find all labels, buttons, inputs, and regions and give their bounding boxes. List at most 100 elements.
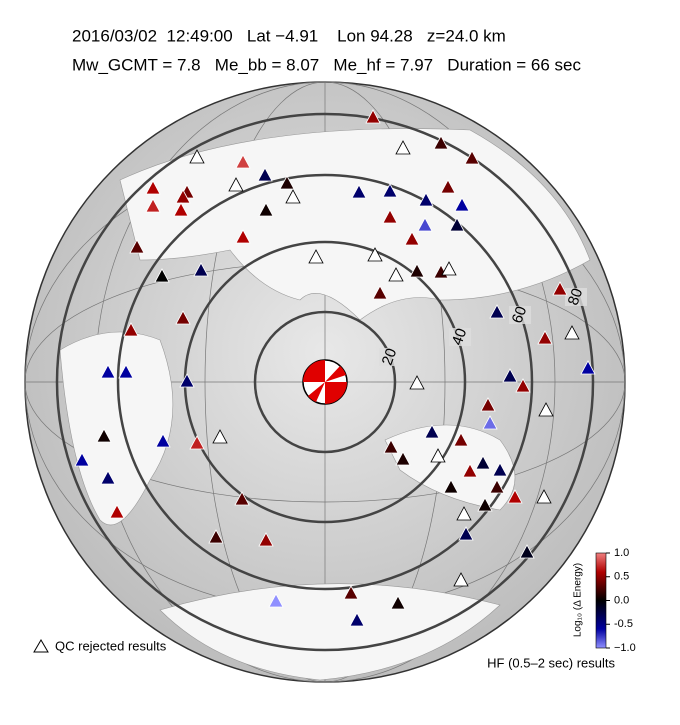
station <box>258 202 274 217</box>
station <box>208 529 224 544</box>
station <box>268 593 284 608</box>
station <box>409 263 425 278</box>
station <box>189 149 205 164</box>
legend-symbol <box>33 639 49 653</box>
station <box>454 197 470 212</box>
station <box>228 177 244 192</box>
ring-label-bg <box>379 348 401 366</box>
station <box>279 175 295 190</box>
station <box>477 497 493 512</box>
ring-label-bg <box>565 288 587 306</box>
station <box>257 167 273 182</box>
station <box>179 373 195 388</box>
station <box>388 267 404 282</box>
station <box>193 262 209 277</box>
station <box>145 198 161 213</box>
station <box>382 183 398 198</box>
station <box>96 428 112 443</box>
station <box>580 360 596 375</box>
station <box>441 261 457 276</box>
station <box>475 455 491 470</box>
station <box>349 612 365 627</box>
station <box>404 231 420 246</box>
station <box>492 462 508 477</box>
station <box>515 378 531 393</box>
colorbar <box>595 552 607 649</box>
station <box>372 285 388 300</box>
station <box>118 364 134 379</box>
station <box>430 448 446 463</box>
ring-label: 60 <box>509 304 531 325</box>
station <box>235 229 251 244</box>
station <box>449 217 465 232</box>
station <box>382 209 398 224</box>
station <box>464 150 480 165</box>
station <box>453 432 469 447</box>
ring-label: 40 <box>449 326 471 347</box>
station <box>365 109 381 124</box>
station <box>74 452 90 467</box>
station <box>424 424 440 439</box>
station <box>123 322 139 337</box>
station <box>100 470 116 485</box>
header-line: Mw_GCMT = 7.8 Me_bb = 8.07 Me_hf = 7.97 … <box>72 55 582 74</box>
station <box>489 304 505 319</box>
colorbar-tick-label: 1.0 <box>614 547 629 559</box>
colorbar-tick-label: −1.0 <box>614 642 636 654</box>
colorbar-tick-label: 0.0 <box>614 594 629 606</box>
station <box>351 184 367 199</box>
colorbar-tick-label: -0.5 <box>614 618 633 630</box>
station <box>390 595 406 610</box>
station <box>417 217 433 232</box>
station <box>173 202 189 217</box>
colorbar-tick-label: 0.5 <box>614 571 629 583</box>
station <box>537 330 553 345</box>
station <box>453 572 469 587</box>
station <box>343 585 359 600</box>
station <box>308 249 324 264</box>
station <box>482 415 498 430</box>
station <box>175 189 191 204</box>
station <box>155 433 171 448</box>
station <box>100 364 116 379</box>
colorbar-label: Log₁₀ (Δ Energy) <box>573 563 584 637</box>
legend-text: QC rejected results <box>55 638 167 653</box>
station <box>489 479 505 494</box>
ring-label-bg <box>449 328 471 346</box>
station <box>507 489 523 504</box>
station <box>552 281 568 296</box>
ring-label-bg <box>509 306 531 324</box>
station <box>189 435 205 450</box>
station <box>409 375 425 390</box>
station <box>395 451 411 466</box>
station <box>109 504 125 519</box>
station <box>212 429 228 444</box>
land <box>59 128 591 681</box>
station <box>462 463 478 478</box>
station <box>456 506 472 521</box>
distance-ring <box>253 310 397 454</box>
station <box>443 479 459 494</box>
ring-label: 80 <box>565 286 587 307</box>
distance-ring <box>116 173 534 591</box>
station <box>235 154 251 169</box>
station <box>564 325 580 340</box>
station <box>418 192 434 207</box>
distance-ring <box>55 112 595 652</box>
station <box>234 491 250 506</box>
station <box>440 179 456 194</box>
station <box>129 239 145 254</box>
station <box>538 402 554 417</box>
beachball <box>302 359 348 405</box>
legend-text: HF (0.5–2 sec) results <box>487 655 615 670</box>
station <box>519 544 535 559</box>
station <box>536 489 552 504</box>
station <box>285 189 301 204</box>
ring-label: 20 <box>379 346 401 367</box>
station <box>383 439 399 454</box>
station <box>258 532 274 547</box>
station <box>480 397 496 412</box>
station <box>433 135 449 150</box>
header-line: 2016/03/02 12:49:00 Lat −4.91 Lon 94.28 … <box>72 26 506 45</box>
